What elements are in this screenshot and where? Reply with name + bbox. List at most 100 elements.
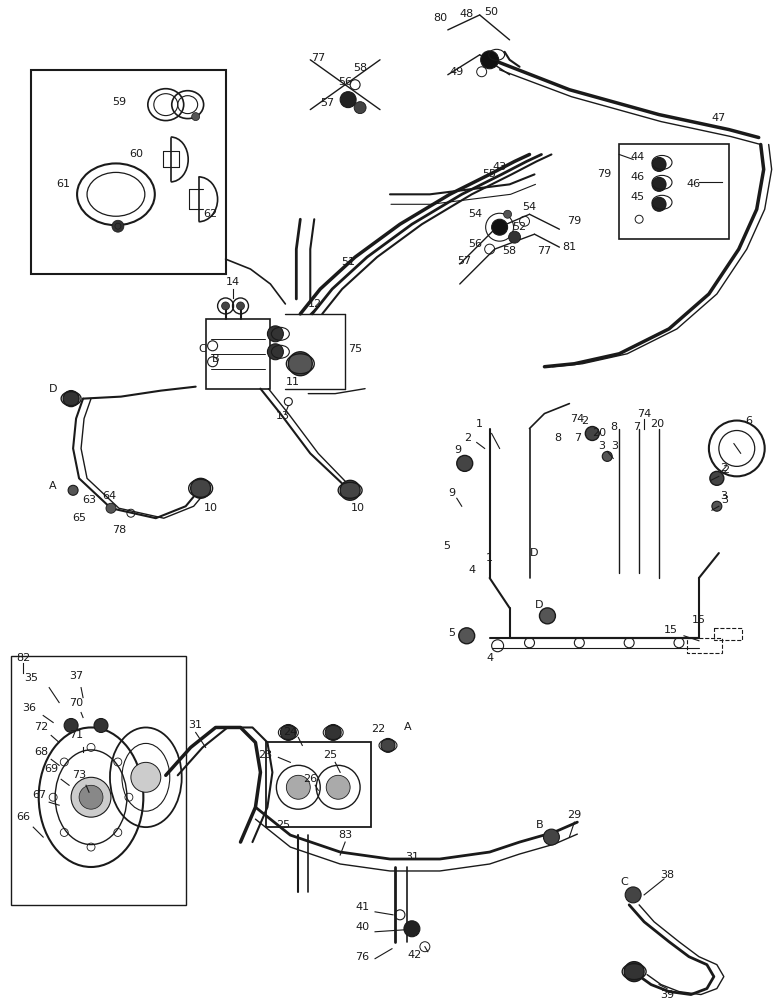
Text: 3: 3 bbox=[722, 495, 729, 505]
Circle shape bbox=[624, 962, 644, 982]
Text: 46: 46 bbox=[630, 172, 644, 182]
Text: 45: 45 bbox=[630, 192, 644, 202]
Text: 73: 73 bbox=[72, 770, 86, 780]
Text: 9: 9 bbox=[454, 445, 461, 455]
Text: 13: 13 bbox=[275, 411, 289, 421]
Text: 24: 24 bbox=[283, 727, 297, 737]
Text: 15: 15 bbox=[692, 615, 706, 625]
Text: 79: 79 bbox=[597, 169, 611, 179]
Text: 79: 79 bbox=[567, 216, 581, 226]
Text: 54: 54 bbox=[469, 209, 483, 219]
Text: 10: 10 bbox=[351, 503, 365, 513]
Text: 74: 74 bbox=[637, 409, 651, 419]
Text: 62: 62 bbox=[203, 209, 218, 219]
Circle shape bbox=[712, 501, 722, 511]
Text: 78: 78 bbox=[112, 525, 126, 535]
Circle shape bbox=[539, 608, 556, 624]
Circle shape bbox=[480, 51, 499, 69]
Circle shape bbox=[492, 219, 508, 235]
Text: 3: 3 bbox=[611, 441, 618, 451]
Circle shape bbox=[280, 724, 296, 740]
Text: A: A bbox=[50, 481, 57, 491]
Bar bbox=[266, 742, 371, 827]
Text: 36: 36 bbox=[23, 703, 36, 713]
Circle shape bbox=[268, 344, 283, 360]
Circle shape bbox=[286, 775, 310, 799]
Circle shape bbox=[71, 777, 111, 817]
Text: C: C bbox=[620, 877, 628, 887]
Text: 23: 23 bbox=[258, 750, 272, 760]
Text: 44: 44 bbox=[630, 152, 644, 162]
Text: 22: 22 bbox=[371, 724, 385, 734]
Text: 63: 63 bbox=[82, 495, 96, 505]
Text: 14: 14 bbox=[226, 277, 240, 287]
Text: 51: 51 bbox=[341, 257, 355, 267]
Text: 77: 77 bbox=[537, 246, 552, 256]
Circle shape bbox=[131, 762, 161, 792]
Text: 5: 5 bbox=[443, 541, 450, 551]
Circle shape bbox=[652, 197, 666, 211]
Circle shape bbox=[237, 302, 244, 310]
Text: 59: 59 bbox=[112, 97, 126, 107]
Text: 5: 5 bbox=[449, 628, 456, 638]
Text: 65: 65 bbox=[72, 513, 86, 523]
Text: 25: 25 bbox=[276, 820, 290, 830]
Bar bbox=[687, 638, 722, 653]
Text: 71: 71 bbox=[69, 730, 83, 740]
Text: 56: 56 bbox=[338, 77, 352, 87]
Text: 2: 2 bbox=[464, 433, 471, 443]
Circle shape bbox=[289, 352, 312, 376]
Text: 8: 8 bbox=[611, 422, 618, 432]
Text: 37: 37 bbox=[69, 671, 83, 681]
Circle shape bbox=[543, 829, 559, 845]
Circle shape bbox=[192, 113, 199, 121]
Text: 58: 58 bbox=[503, 246, 517, 256]
Text: 10: 10 bbox=[203, 503, 217, 513]
Text: 2: 2 bbox=[720, 463, 727, 473]
Text: 81: 81 bbox=[563, 242, 577, 252]
Circle shape bbox=[381, 738, 395, 752]
Text: 46: 46 bbox=[687, 179, 701, 189]
Text: 47: 47 bbox=[712, 113, 726, 123]
Circle shape bbox=[63, 391, 79, 407]
Circle shape bbox=[191, 478, 210, 498]
Text: 1: 1 bbox=[476, 419, 483, 429]
Circle shape bbox=[222, 302, 230, 310]
Circle shape bbox=[340, 92, 356, 108]
Text: D: D bbox=[530, 548, 539, 558]
Text: 60: 60 bbox=[129, 149, 143, 159]
Text: 35: 35 bbox=[24, 673, 38, 683]
Text: 20: 20 bbox=[650, 419, 664, 429]
Text: 25: 25 bbox=[323, 750, 338, 760]
Circle shape bbox=[459, 628, 475, 644]
Text: 3: 3 bbox=[598, 441, 605, 451]
Text: 82: 82 bbox=[16, 653, 30, 663]
Circle shape bbox=[112, 220, 124, 232]
Text: 74: 74 bbox=[570, 414, 584, 424]
Circle shape bbox=[325, 724, 341, 740]
Text: 67: 67 bbox=[32, 790, 47, 800]
Circle shape bbox=[710, 471, 724, 485]
Text: 9: 9 bbox=[449, 488, 456, 498]
Circle shape bbox=[64, 719, 78, 732]
Text: 68: 68 bbox=[34, 747, 48, 757]
Text: 39: 39 bbox=[660, 990, 674, 1000]
Text: 31: 31 bbox=[405, 852, 419, 862]
Circle shape bbox=[354, 102, 366, 114]
Text: 8: 8 bbox=[554, 433, 561, 443]
Text: 29: 29 bbox=[567, 810, 581, 820]
Text: 70: 70 bbox=[69, 698, 83, 708]
Circle shape bbox=[340, 480, 360, 500]
Text: 15: 15 bbox=[664, 625, 678, 635]
Text: 31: 31 bbox=[189, 720, 203, 730]
Text: 7: 7 bbox=[633, 422, 641, 432]
Text: 41: 41 bbox=[355, 902, 369, 912]
Text: D: D bbox=[49, 384, 57, 394]
Text: D: D bbox=[535, 600, 544, 610]
Bar bbox=[12, 656, 185, 905]
Text: 77: 77 bbox=[311, 53, 325, 63]
Circle shape bbox=[508, 231, 521, 243]
Text: 6: 6 bbox=[745, 416, 752, 426]
Text: 4: 4 bbox=[468, 565, 475, 575]
Text: 48: 48 bbox=[459, 9, 474, 19]
